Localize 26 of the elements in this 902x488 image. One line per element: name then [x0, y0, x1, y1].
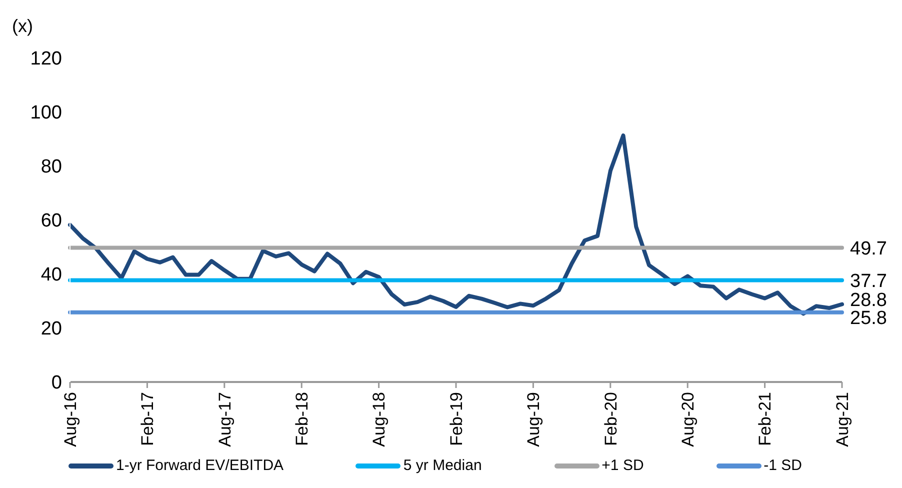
x-tick-label: Feb-19 — [446, 392, 466, 446]
legend-label: 5 yr Median — [402, 457, 482, 474]
x-tick-label: Feb-17 — [138, 392, 158, 446]
x-tick-label: Aug-20 — [678, 392, 698, 447]
legend-label: 1-yr Forward EV/EBITDA — [115, 457, 284, 474]
x-tick-label: Aug-19 — [524, 392, 544, 447]
x-tick-label: Feb-21 — [756, 392, 775, 446]
data-label: 37.7 — [850, 270, 887, 292]
x-tick-label: Aug-18 — [370, 392, 389, 447]
x-tick-label: Aug-21 — [832, 392, 852, 447]
y-tick-label: 100 — [30, 102, 62, 124]
data-label: 49.7 — [850, 238, 887, 260]
y-tick-label: 0 — [51, 372, 62, 394]
legend-label: -1 SD — [762, 457, 802, 474]
line-series — [68, 133, 844, 316]
x-tick-label: Feb-18 — [292, 392, 312, 446]
y-axis-title: (x) — [12, 16, 33, 37]
legend-label: +1 SD — [600, 457, 644, 474]
x-tick-label: Aug-17 — [215, 392, 234, 447]
y-tick-label: 80 — [40, 156, 62, 178]
x-tick-label: Aug-16 — [60, 392, 80, 447]
y-tick-label: 120 — [30, 48, 62, 70]
y-tick-label: 20 — [40, 318, 62, 340]
y-tick-label: 60 — [40, 210, 62, 232]
x-tick-label: Feb-20 — [601, 392, 620, 446]
y-tick-label: 40 — [40, 264, 62, 286]
